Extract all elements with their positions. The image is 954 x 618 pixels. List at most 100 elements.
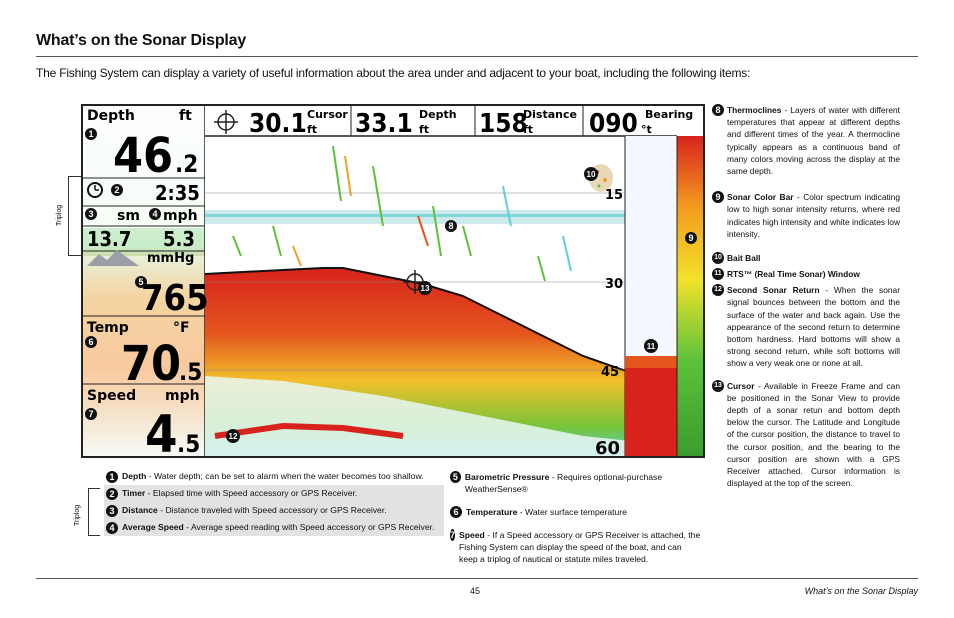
avg-speed-unit: mph bbox=[163, 208, 198, 224]
top-depth-value: 33.1 bbox=[355, 109, 413, 139]
callout-13: 13 bbox=[418, 281, 432, 295]
legend-num: 13 bbox=[712, 379, 724, 392]
triplog-legend-label: Triplog bbox=[74, 504, 81, 526]
legend-item-temperature: 6 Temperature - Water surface temperatur… bbox=[448, 503, 704, 526]
second-return bbox=[214, 422, 404, 439]
distance-top-label: Distance bbox=[523, 108, 577, 121]
legend-term: Temperature bbox=[466, 507, 518, 518]
depth-decimal: .2 bbox=[175, 150, 198, 178]
legend-term: Second Sonar Return bbox=[727, 285, 820, 296]
legend-desc: - Available in Freeze Frame and can be p… bbox=[727, 380, 900, 489]
legend-item-thermoclines: 8 Thermoclines - Layers of water with di… bbox=[712, 104, 900, 177]
legend-desc: - If a Speed accessory or GPS Receiver i… bbox=[459, 530, 701, 565]
callout-5: 5 bbox=[135, 276, 147, 288]
top-depth-label: Depth bbox=[419, 108, 457, 121]
triplog-bracket bbox=[68, 176, 82, 256]
depth-scale-60: 60 bbox=[595, 438, 620, 456]
legend-item-second-return: 12 Second Sonar Return - When the sonar … bbox=[712, 284, 900, 369]
bearing-unit: °t bbox=[641, 123, 652, 136]
legend-term: Speed bbox=[459, 530, 485, 541]
legend-right: 8 Thermoclines - Layers of water with di… bbox=[712, 104, 900, 499]
svg-text:8: 8 bbox=[448, 221, 453, 231]
top-depth-unit: ft bbox=[419, 123, 429, 136]
distance-value: 13.7 bbox=[87, 227, 131, 251]
depth-unit: ft bbox=[179, 108, 192, 124]
callout-7: 7 bbox=[85, 408, 97, 420]
depth-value: 46 bbox=[113, 128, 173, 184]
speed-decimal: .5 bbox=[177, 430, 200, 456]
legend-term: Depth bbox=[122, 471, 147, 481]
svg-text:9: 9 bbox=[688, 233, 693, 243]
distance-top-value: 158 bbox=[479, 109, 528, 139]
legend-num: 10 bbox=[712, 251, 724, 264]
intro-paragraph: The Fishing System can display a variety… bbox=[36, 66, 751, 80]
callout-9: 9 bbox=[685, 232, 697, 244]
legend-num: 9 bbox=[712, 191, 724, 204]
svg-text:10: 10 bbox=[587, 170, 596, 179]
sonar-display: Depth ft 46 .2 2:35 sm mph 13.7 5.3 mmHg… bbox=[81, 104, 705, 458]
legend-term: RTS™ (Real Time Sonar) Window bbox=[727, 269, 860, 280]
legend-item-speed: 7 Speed - If a Speed accessory or GPS Re… bbox=[448, 526, 704, 573]
legend-num: 4 bbox=[106, 522, 118, 534]
legend-item-rts-window: 11 RTS™ (Real Time Sonar) Window bbox=[712, 268, 900, 281]
baro-unit: mmHg bbox=[147, 251, 194, 266]
legend-term: Thermoclines bbox=[727, 105, 782, 115]
triplog-bracket-legend bbox=[88, 488, 100, 536]
callout-4: 4 bbox=[149, 208, 161, 220]
legend-term: Distance bbox=[122, 505, 158, 515]
legend-num: 7 bbox=[450, 529, 456, 542]
distance-unit: sm bbox=[117, 208, 140, 224]
svg-text:3: 3 bbox=[88, 209, 93, 219]
svg-text:12: 12 bbox=[229, 432, 238, 441]
depth-scale-30: 30 bbox=[605, 277, 623, 292]
legend-term: Bait Ball bbox=[727, 252, 761, 263]
legend-num: 11 bbox=[712, 268, 724, 281]
legend-term: Barometric Pressure bbox=[464, 472, 550, 482]
legend-num: 2 bbox=[106, 488, 118, 500]
fish-arches bbox=[232, 145, 572, 282]
svg-text:4: 4 bbox=[152, 209, 157, 219]
legend-term: Cursor bbox=[727, 380, 755, 391]
legend-item-depth: 1 Depth - Water depth; can be set to ala… bbox=[104, 468, 444, 485]
legend-desc: - Distance traveled with Speed accessory… bbox=[157, 505, 387, 515]
cursor-icon bbox=[214, 110, 238, 134]
speed-value: 4 bbox=[145, 405, 178, 456]
legend-desc: - Elapsed time with Speed accessory or G… bbox=[145, 488, 358, 498]
legend-item-bait-ball: 10 Bait Ball bbox=[712, 251, 900, 264]
mountain-icon bbox=[87, 250, 139, 266]
cursor-label: Cursor bbox=[307, 108, 348, 121]
bearing-label: Bearing bbox=[645, 108, 693, 121]
cursor-value: 30.1 bbox=[249, 109, 307, 139]
legend-item-cursor: 13 Cursor - Available in Freeze Frame an… bbox=[712, 379, 900, 490]
bearing-value: 090 bbox=[589, 109, 638, 139]
callout-11: 11 bbox=[644, 339, 658, 353]
top-rule bbox=[36, 56, 918, 57]
legend-num: 1 bbox=[106, 471, 118, 483]
legend-desc: - Average speed reading with Speed acces… bbox=[183, 522, 435, 532]
legend-item-distance: 3 Distance - Distance traveled with Spee… bbox=[104, 502, 444, 519]
sonar-color-bar bbox=[677, 136, 703, 456]
legend-term: Timer bbox=[122, 488, 146, 498]
svg-text:5: 5 bbox=[138, 277, 143, 287]
depth-label: Depth bbox=[87, 108, 135, 124]
legend-desc: - Color spectrum indicating low to high … bbox=[727, 192, 900, 239]
legend-desc: - When the sonar signal bounces between … bbox=[727, 285, 900, 369]
temp-unit: °F bbox=[173, 320, 190, 336]
legend-left: 1 Depth - Water depth; can be set to ala… bbox=[104, 468, 444, 536]
clock-icon bbox=[87, 182, 103, 198]
legend-item-average-speed: 4 Average Speed - Average speed reading … bbox=[104, 519, 444, 536]
depth-scale-45: 45 bbox=[601, 365, 619, 380]
legend-item-timer: 2 Timer - Elapsed time with Speed access… bbox=[104, 485, 444, 502]
depth-scale-15: 15 bbox=[605, 188, 623, 203]
svg-text:6: 6 bbox=[88, 337, 93, 347]
legend-desc: - Water depth; can be set to alarm when … bbox=[146, 471, 424, 481]
bottom-rule bbox=[36, 578, 918, 579]
rts-bottom-return bbox=[625, 368, 677, 456]
triplog-label: Triplog bbox=[56, 204, 63, 226]
cursor-unit: ft bbox=[307, 123, 317, 136]
legend-num: 5 bbox=[450, 471, 461, 483]
temp-value: 70 bbox=[121, 336, 181, 392]
callout-1: 1 bbox=[85, 128, 97, 140]
legend-desc: - Water surface temperature bbox=[517, 507, 627, 518]
timer-value: 2:35 bbox=[155, 181, 200, 205]
